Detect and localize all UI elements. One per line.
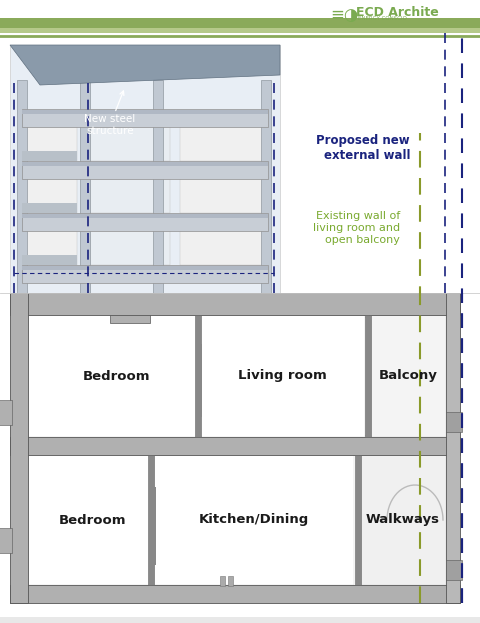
Bar xyxy=(0,28,480,33)
Bar xyxy=(22,127,77,161)
Bar xyxy=(360,455,446,585)
Bar xyxy=(22,162,268,166)
Bar xyxy=(10,585,460,603)
Bar xyxy=(180,231,268,265)
Text: Living room: Living room xyxy=(238,369,327,383)
Bar xyxy=(22,161,268,179)
Bar xyxy=(220,576,225,586)
Text: Existing wall of
living room and
open balcony: Existing wall of living room and open ba… xyxy=(313,211,400,245)
Bar xyxy=(22,179,77,213)
Text: Kitchen/Dining: Kitchen/Dining xyxy=(199,513,309,526)
Bar xyxy=(180,179,268,213)
Bar xyxy=(228,576,233,586)
Bar xyxy=(446,560,462,580)
Text: New steel
structure: New steel structure xyxy=(84,91,136,136)
Bar xyxy=(200,315,365,437)
Bar xyxy=(10,437,460,455)
Bar xyxy=(28,455,158,585)
Text: Walkways: Walkways xyxy=(366,513,440,526)
Text: Proposed new
external wall: Proposed new external wall xyxy=(316,134,410,162)
Text: Bedroom: Bedroom xyxy=(83,369,150,383)
Bar xyxy=(28,315,205,437)
Bar xyxy=(22,231,77,265)
Bar xyxy=(22,255,77,265)
Bar xyxy=(446,412,462,432)
Bar xyxy=(365,315,371,437)
Bar xyxy=(22,213,268,231)
Bar xyxy=(22,265,268,283)
Bar xyxy=(370,315,446,437)
Polygon shape xyxy=(10,45,280,85)
Bar xyxy=(22,151,77,161)
Bar xyxy=(0,18,480,28)
Bar xyxy=(22,203,77,213)
Bar xyxy=(90,231,170,265)
Bar xyxy=(0,617,480,623)
Text: ECD Archite: ECD Archite xyxy=(356,6,439,19)
Bar xyxy=(80,80,90,293)
Bar xyxy=(261,80,271,293)
Text: ENERGY CONSCIO: ENERGY CONSCIO xyxy=(358,16,407,22)
Bar xyxy=(110,315,150,323)
Bar xyxy=(154,487,156,565)
Bar xyxy=(355,455,361,585)
Bar xyxy=(90,127,170,161)
Bar xyxy=(446,293,460,603)
Bar xyxy=(0,0,480,25)
Bar xyxy=(0,400,12,425)
Text: Bedroom: Bedroom xyxy=(59,513,127,526)
Bar xyxy=(200,344,202,417)
Bar xyxy=(180,127,268,161)
Bar xyxy=(148,455,154,585)
Bar xyxy=(22,110,268,114)
Bar xyxy=(10,293,460,315)
Bar xyxy=(195,315,201,437)
Bar xyxy=(90,179,170,213)
Bar xyxy=(0,528,12,553)
Bar xyxy=(10,45,280,293)
Bar xyxy=(22,214,268,218)
Bar xyxy=(17,80,27,293)
Bar xyxy=(22,109,268,127)
Text: Balcony: Balcony xyxy=(379,369,437,383)
Bar xyxy=(10,293,28,603)
Text: ≡◑: ≡◑ xyxy=(330,6,359,24)
Bar xyxy=(153,80,163,293)
Bar xyxy=(154,455,354,585)
Bar xyxy=(22,266,268,270)
